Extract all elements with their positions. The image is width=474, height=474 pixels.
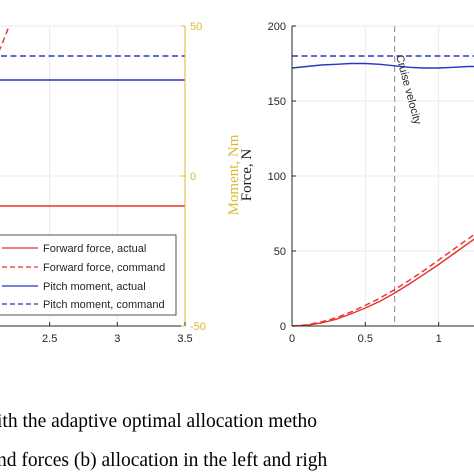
right-y-label: Force, N [239,149,255,202]
right-y-ticks: 200 150 100 50 0 [268,21,296,333]
right-series-3-line [291,233,474,327]
legend-entry: Forward force, command [43,262,165,274]
right-series-group [291,55,474,327]
right-x-tick-label: 0.5 [358,333,373,345]
left-right-y-tick-label: 0 [190,171,196,183]
right-series-2-line [291,238,474,327]
left-right-y-label: Moment, Nm [226,134,242,215]
left-x-tick-label: 2.5 [42,333,57,345]
caption-line-2: nd forces (b) allocation in the left and… [0,450,328,471]
left-right-y-ticks: 50 0 -50 [181,21,206,333]
right-y-tick-label: 0 [280,321,286,333]
right-x-tick-label: 0 [289,333,295,345]
right-y-tick-label: 100 [268,171,286,183]
legend: Forward force, actual Forward force, com… [0,234,177,316]
left-x-tick-label: 3.5 [177,333,192,345]
legend-entry: Forward force, actual [43,243,146,255]
right-y-tick-label: 50 [274,246,286,258]
left-series-group [0,25,185,207]
cruise-velocity-annotation: Cruise velocity [393,54,423,127]
right-y-tick-label: 150 [268,96,286,108]
right-x-ticks: 0 0.5 1 [289,322,442,345]
right-series-0-line [291,62,474,69]
left-x-ticks: 2.5 3 3.5 [42,322,193,345]
right-x-tick-label: 1 [436,333,442,345]
left-right-y-tick-label: 50 [190,21,202,33]
right-grid [292,25,474,326]
legend-entry: Pitch moment, command [43,299,165,311]
caption-line-1: ith the adaptive optimal allocation meth… [0,411,317,432]
legend-entry: Pitch moment, actual [43,281,146,293]
right-y-tick-label: 200 [268,21,286,33]
left-chart-panel: 2.5 3 3.5 50 0 -50 Moment, Nm Forward force,… [0,21,242,345]
left-x-tick-label: 3 [114,333,120,345]
left-right-y-tick-label: -50 [190,321,206,333]
